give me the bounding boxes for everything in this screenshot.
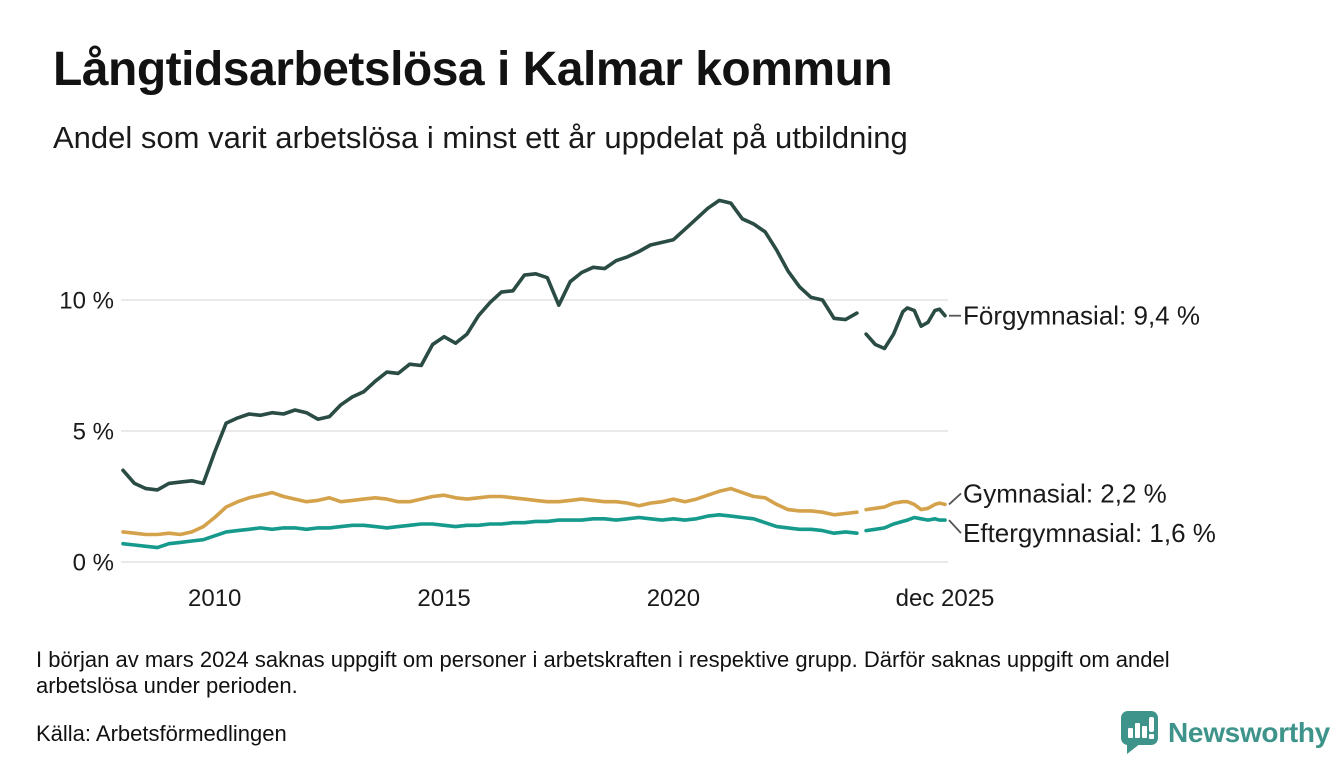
series-line-eftergymnasial (121, 513, 947, 550)
x-tick-label: 2010 (188, 585, 241, 612)
footnote: I början av mars 2024 saknas uppgift om … (36, 647, 1170, 699)
series-end-label-eftergymnasial: Eftergymnasial: 1,6 % (963, 518, 1216, 548)
y-tick-label: 10 % (59, 288, 114, 315)
x-tick-label: 2015 (417, 585, 470, 612)
x-tick-label: 2020 (647, 585, 700, 612)
newsworthy-logo: Newsworthy (1120, 710, 1330, 755)
series-label-connector (948, 519, 962, 534)
series-label-connector (948, 492, 962, 506)
series-line-gymnasial (121, 486, 947, 537)
page-subtitle: Andel som varit arbetslösa i minst ett å… (53, 120, 908, 155)
y-tick-label: 0 % (73, 550, 114, 577)
series-line-förgymnasial (121, 198, 947, 492)
newsworthy-logo-text: Newsworthy (1168, 716, 1330, 748)
series-end-label-gymnasial: Gymnasial: 2,2 % (963, 478, 1167, 508)
y-tick-label: 5 % (73, 419, 114, 446)
series-end-label-förgymnasial: Förgymnasial: 9,4 % (963, 301, 1200, 331)
page-title: Långtidsarbetslösa i Kalmar kommun (53, 43, 893, 96)
x-tick-label: dec 2025 (896, 585, 995, 612)
newsworthy-logo-icon (1121, 711, 1158, 754)
source-label: Källa: Arbetsförmedlingen (36, 721, 287, 746)
